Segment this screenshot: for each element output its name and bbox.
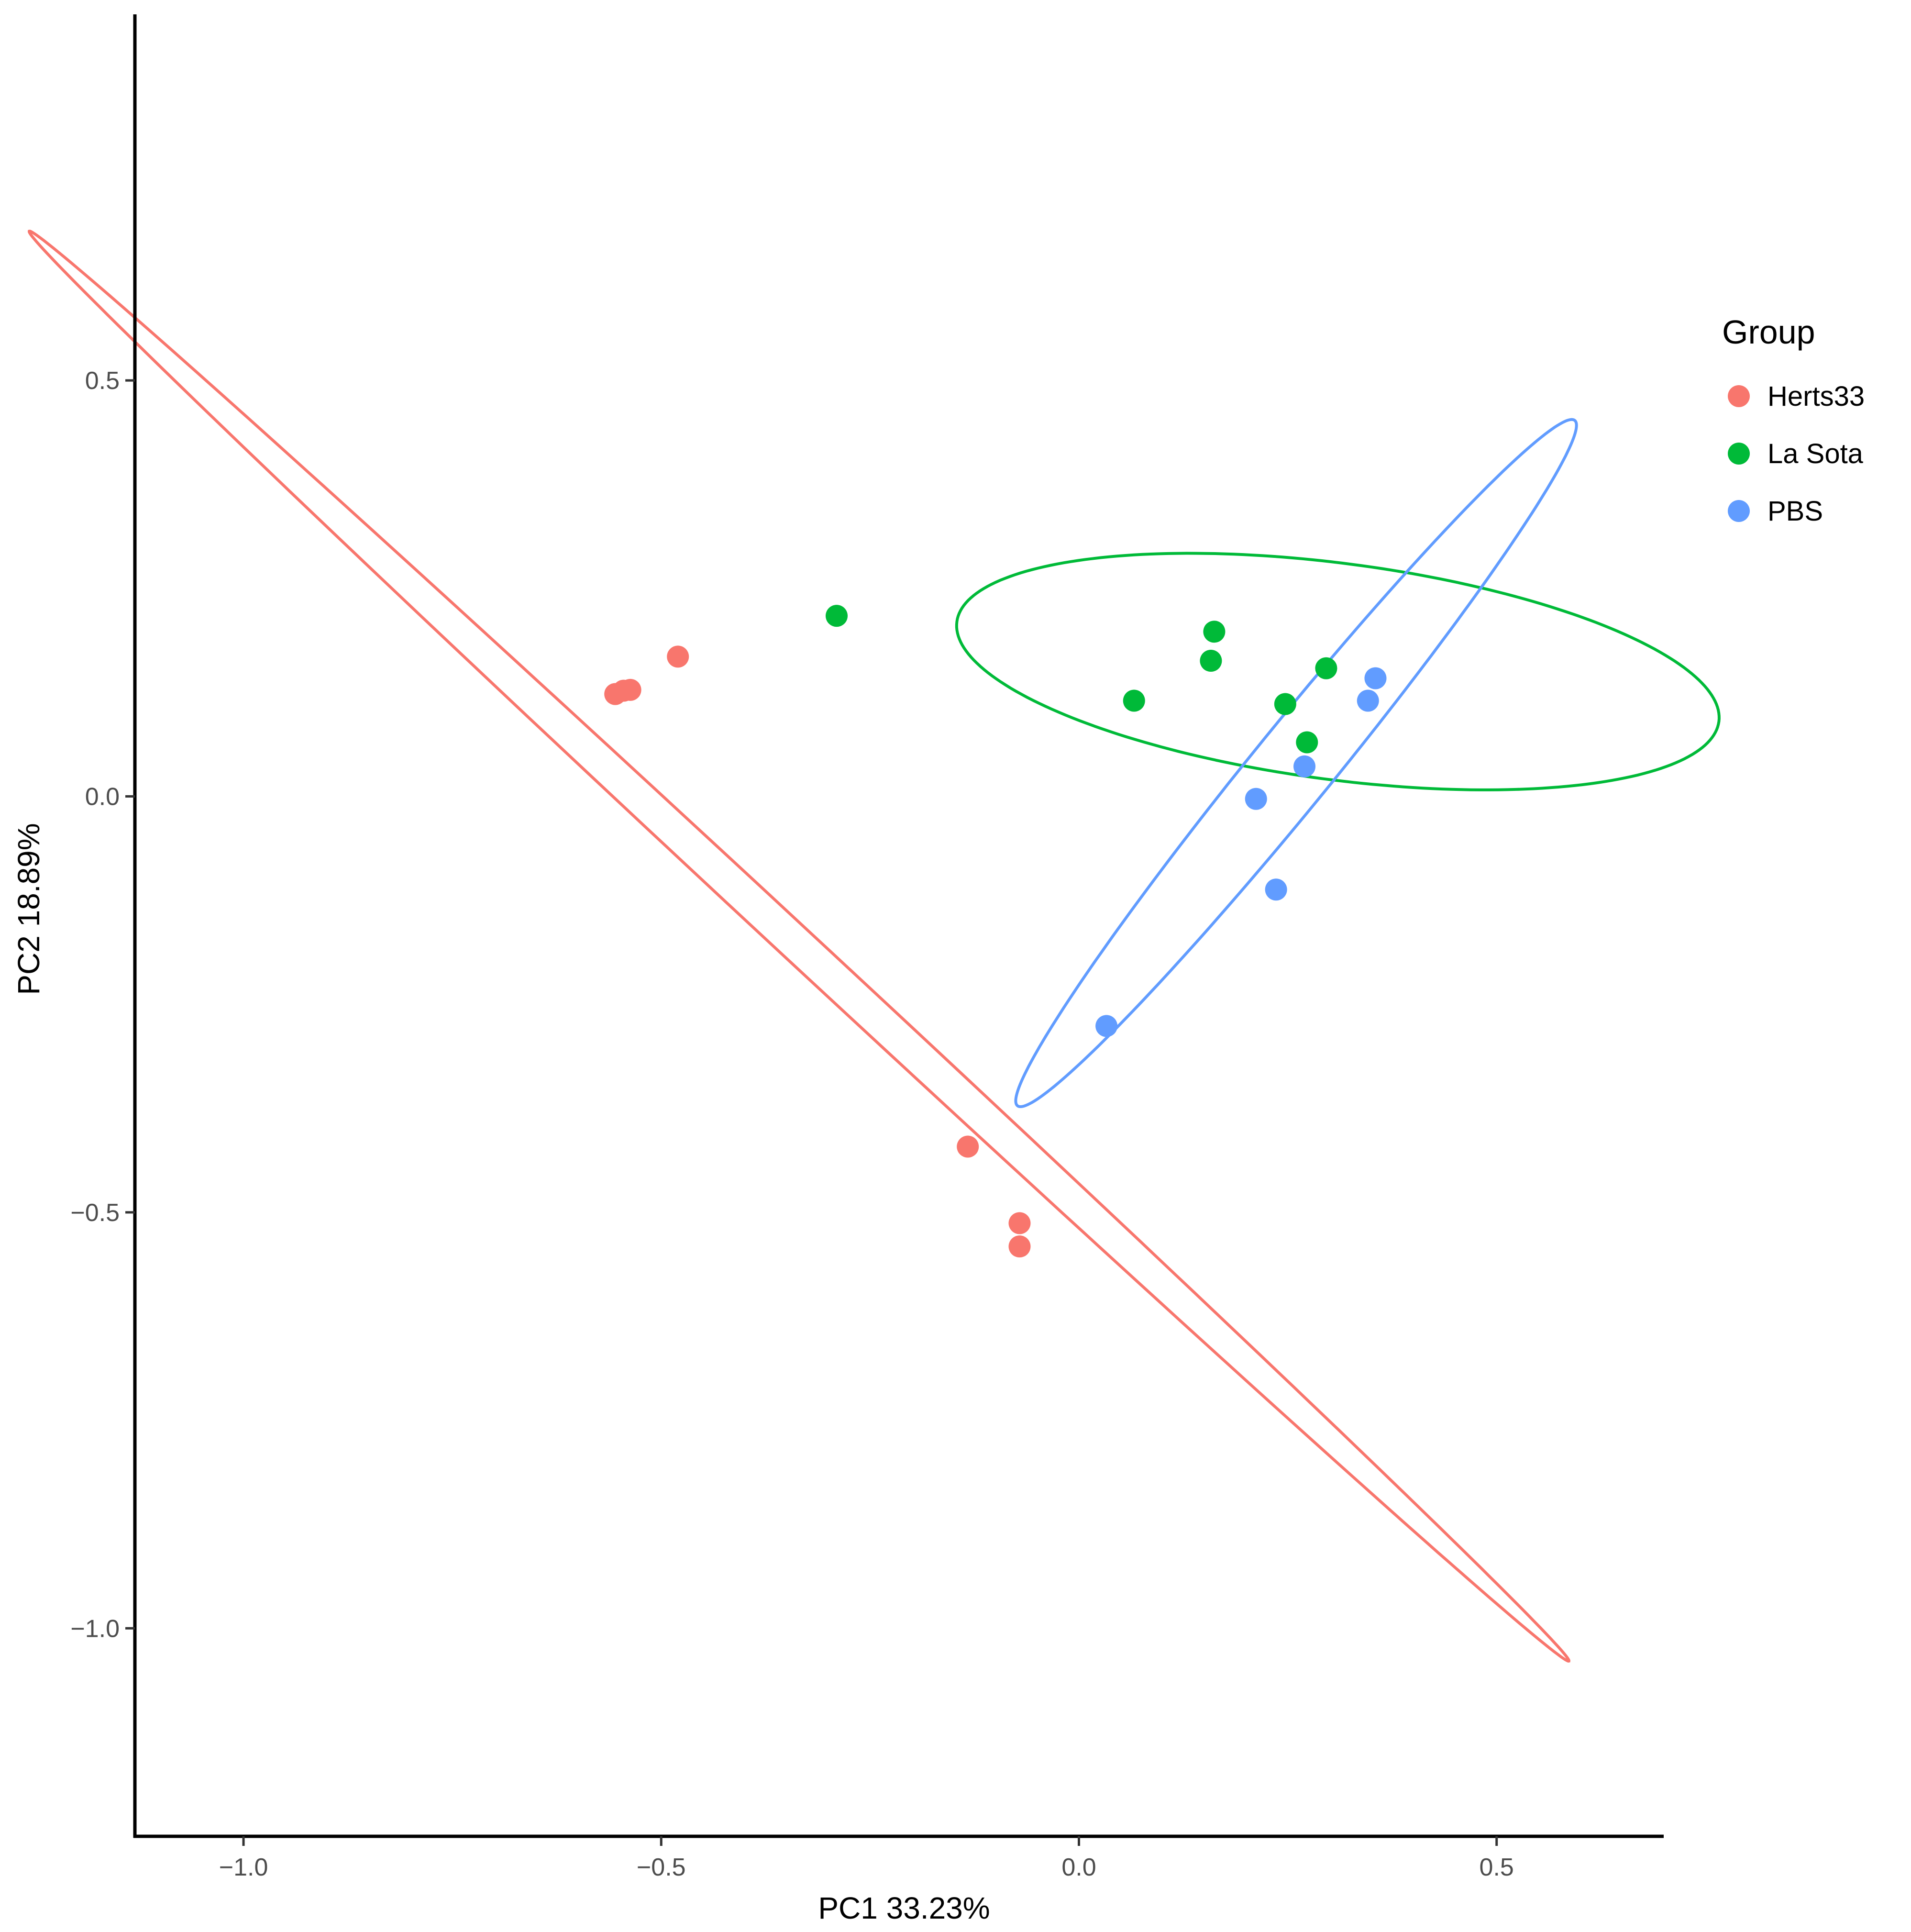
y-tick-label: −0.5	[70, 1199, 120, 1227]
point-herts33	[619, 678, 641, 701]
x-tick-label: −0.5	[637, 1854, 686, 1881]
point-la-sota	[1315, 657, 1337, 679]
x-tick-label: 0.0	[1061, 1854, 1096, 1881]
point-pbs	[1265, 878, 1287, 901]
legend: Group Herts33 La Sota PBS	[1722, 313, 1865, 527]
point-la-sota	[1123, 689, 1145, 712]
point-pbs	[1364, 667, 1387, 689]
ellipse-pbs	[1014, 418, 1578, 1109]
point-la-sota	[1274, 693, 1296, 715]
confidence-ellipses	[27, 230, 1721, 1663]
point-pbs	[1293, 755, 1316, 777]
point-la-sota	[826, 605, 848, 627]
y-tick-label: 0.5	[85, 367, 120, 395]
legend-label: PBS	[1767, 496, 1823, 527]
point-herts33	[1008, 1235, 1031, 1258]
y-tick-label: −1.0	[70, 1615, 120, 1643]
point-pbs	[1357, 689, 1379, 712]
point-pbs	[1095, 1015, 1118, 1037]
point-pbs	[1245, 788, 1267, 810]
point-la-sota	[1203, 621, 1226, 643]
point-la-sota	[1200, 650, 1222, 672]
x-tick-label: −1.0	[219, 1854, 268, 1881]
legend-label: Herts33	[1767, 381, 1865, 412]
point-herts33	[667, 645, 689, 668]
y-axis-title: PC2 18.89%	[11, 823, 46, 995]
legend-title: Group	[1722, 313, 1815, 351]
y-axis-ticks: 0.5 0.0 −0.5 −1.0	[70, 367, 135, 1643]
y-tick-label: 0.0	[85, 783, 120, 811]
legend-key-herts33	[1728, 385, 1750, 407]
point-la-sota	[1296, 731, 1318, 754]
x-axis-title: PC1 33.23%	[818, 1891, 990, 1925]
data-points	[604, 605, 1387, 1258]
point-herts33	[957, 1135, 979, 1158]
ellipse-la-sota	[955, 552, 1721, 791]
x-axis-ticks: −1.0 −0.5 0.0 0.5	[219, 1836, 1514, 1881]
legend-label: La Sota	[1767, 438, 1864, 469]
legend-key-la-sota	[1728, 443, 1750, 465]
legend-key-pbs	[1728, 500, 1750, 522]
x-tick-label: 0.5	[1480, 1854, 1514, 1881]
ellipse-herts33	[27, 230, 1570, 1663]
point-herts33	[1008, 1212, 1031, 1234]
